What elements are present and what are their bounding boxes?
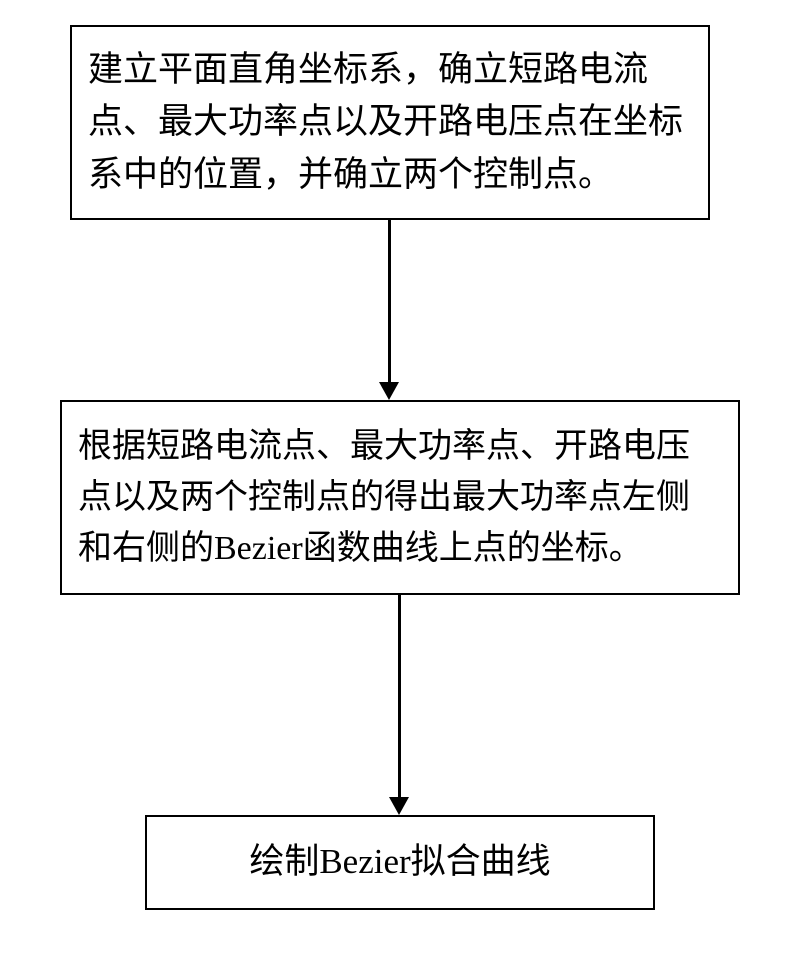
step-1-text: 建立平面直角坐标系，确立短路电流点、最大功率点以及开路电压点在坐标系中的位置，并… [88,44,692,202]
arrow-head-1 [379,382,399,400]
arrow-line-2 [398,595,401,800]
flowchart-step-1: 建立平面直角坐标系，确立短路电流点、最大功率点以及开路电压点在坐标系中的位置，并… [70,25,710,220]
step-2-text: 根据短路电流点、最大功率点、开路电压点以及两个控制点的得出最大功率点左侧和右侧的… [78,421,722,574]
flowchart-step-3: 绘制Bezier拟合曲线 [145,815,655,910]
arrow-line-1 [388,220,391,385]
arrow-head-2 [389,797,409,815]
flowchart-container: 建立平面直角坐标系，确立短路电流点、最大功率点以及开路电压点在坐标系中的位置，并… [0,0,802,961]
flowchart-step-2: 根据短路电流点、最大功率点、开路电压点以及两个控制点的得出最大功率点左侧和右侧的… [60,400,740,595]
step-3-text: 绘制Bezier拟合曲线 [249,836,550,889]
